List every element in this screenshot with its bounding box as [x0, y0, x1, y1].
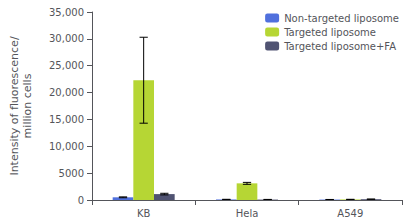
svg-text:30,000: 30,000	[49, 33, 84, 44]
svg-text:0: 0	[78, 195, 84, 206]
svg-text:5000: 5000	[59, 168, 84, 179]
svg-text:15,000: 15,000	[49, 114, 84, 125]
svg-text:million cells: million cells	[21, 73, 34, 138]
svg-text:A549: A549	[337, 208, 363, 219]
svg-text:KB: KB	[137, 208, 151, 219]
svg-text:Targeted liposome: Targeted liposome	[283, 27, 376, 38]
svg-text:20,000: 20,000	[49, 87, 84, 98]
svg-text:25,000: 25,000	[49, 60, 84, 71]
svg-text:Non-targeted liposome: Non-targeted liposome	[284, 13, 399, 24]
svg-text:10,000: 10,000	[49, 141, 84, 152]
svg-text:Intensity of fluorescence/: Intensity of fluorescence/	[8, 36, 21, 175]
svg-text:Targeted liposome+FA: Targeted liposome+FA	[283, 41, 396, 52]
svg-text:Hela: Hela	[236, 208, 259, 219]
svg-text:35,000: 35,000	[49, 7, 84, 18]
